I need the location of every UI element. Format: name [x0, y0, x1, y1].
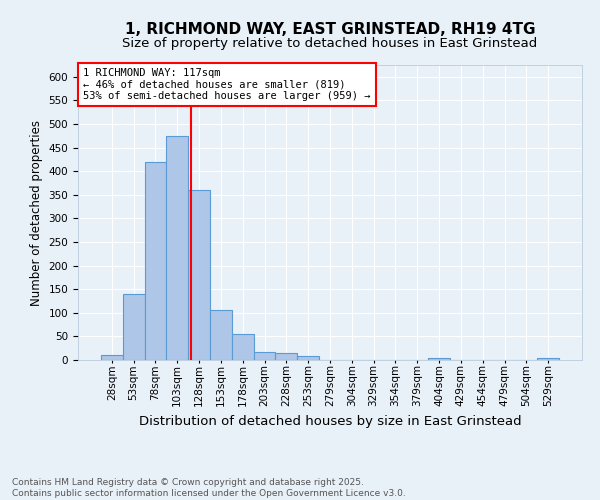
Bar: [275, 353, 297, 360]
Bar: [428, 358, 450, 360]
Bar: [210, 310, 232, 360]
Text: Contains HM Land Registry data © Crown copyright and database right 2025.
Contai: Contains HM Land Registry data © Crown c…: [12, 478, 406, 498]
X-axis label: Distribution of detached houses by size in East Grinstead: Distribution of detached houses by size …: [139, 414, 521, 428]
Text: 1 RICHMOND WAY: 117sqm
← 46% of detached houses are smaller (819)
53% of semi-de: 1 RICHMOND WAY: 117sqm ← 46% of detached…: [83, 68, 371, 101]
Bar: [166, 136, 188, 360]
Text: Size of property relative to detached houses in East Grinstead: Size of property relative to detached ho…: [122, 38, 538, 51]
Bar: [188, 190, 210, 360]
Bar: [254, 352, 275, 360]
Bar: [101, 356, 123, 360]
Bar: [232, 334, 254, 360]
Text: 1, RICHMOND WAY, EAST GRINSTEAD, RH19 4TG: 1, RICHMOND WAY, EAST GRINSTEAD, RH19 4T…: [125, 22, 535, 38]
Bar: [537, 358, 559, 360]
Bar: [297, 356, 319, 360]
Bar: [123, 294, 145, 360]
Y-axis label: Number of detached properties: Number of detached properties: [30, 120, 43, 306]
Bar: [145, 162, 166, 360]
